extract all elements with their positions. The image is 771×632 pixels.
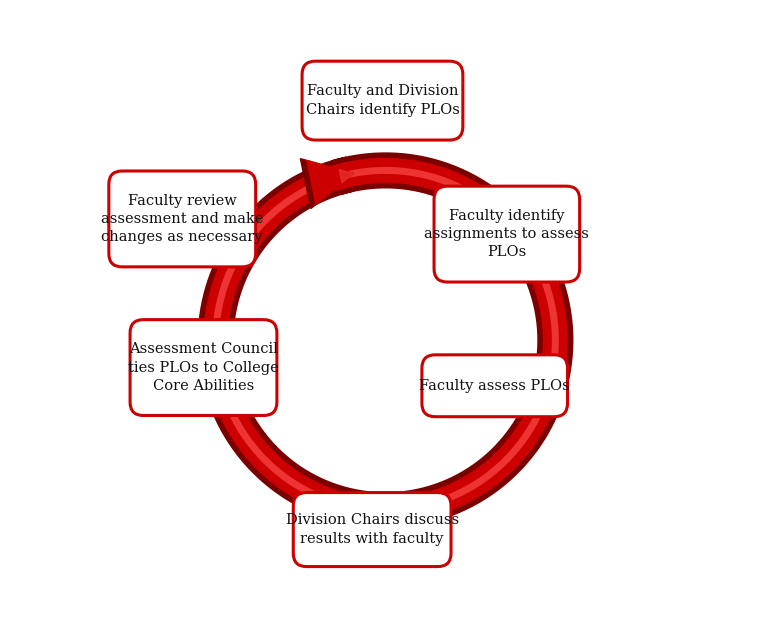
Text: Faculty and Division
Chairs identify PLOs: Faculty and Division Chairs identify PLO…	[305, 85, 460, 117]
FancyBboxPatch shape	[302, 61, 463, 140]
FancyBboxPatch shape	[434, 186, 580, 282]
Polygon shape	[301, 159, 353, 209]
Polygon shape	[339, 169, 353, 183]
FancyBboxPatch shape	[130, 320, 277, 415]
Text: Faculty review
assessment and make
changes as necessary: Faculty review assessment and make chang…	[101, 193, 264, 245]
FancyBboxPatch shape	[293, 492, 451, 566]
FancyBboxPatch shape	[109, 171, 256, 267]
Polygon shape	[307, 161, 353, 204]
Text: Assessment Council
ties PLOs to College
Core Abilities: Assessment Council ties PLOs to College …	[128, 342, 279, 393]
Text: Division Chairs discuss
results with faculty: Division Chairs discuss results with fac…	[285, 513, 459, 546]
Text: Faculty assess PLOs: Faculty assess PLOs	[419, 379, 570, 392]
Text: Faculty identify
assignments to assess
PLOs: Faculty identify assignments to assess P…	[424, 209, 589, 260]
FancyBboxPatch shape	[422, 355, 567, 416]
